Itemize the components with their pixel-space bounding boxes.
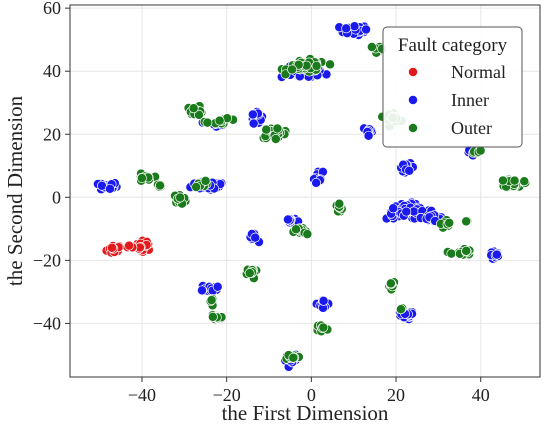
legend-box — [382, 26, 523, 148]
point-inner — [250, 232, 261, 243]
point-inner — [197, 285, 207, 296]
point-inner — [341, 23, 352, 34]
x-axis-label: the First Dimension — [222, 401, 389, 425]
point-inner — [361, 24, 372, 35]
point-inner — [491, 249, 502, 260]
point-inner — [247, 109, 258, 120]
point-outer — [461, 216, 472, 227]
point-outer — [188, 103, 199, 114]
point-outer — [270, 134, 281, 144]
y-tick-label: 40 — [43, 61, 61, 81]
point-inner — [248, 118, 259, 129]
point-inner — [349, 21, 360, 32]
point-normal — [124, 240, 135, 251]
point-outer — [325, 59, 336, 70]
x-axis-ticks: −40 −20 0 20 40 — [128, 377, 490, 405]
point-outer — [385, 278, 396, 289]
x-tick-label: −20 — [213, 385, 241, 405]
point-outer — [334, 198, 345, 209]
x-tick-label: −40 — [128, 385, 156, 405]
y-tick-label: 60 — [43, 0, 61, 18]
y-tick-label: −20 — [33, 250, 61, 270]
y-tick-label: 0 — [52, 187, 61, 207]
point-outer — [519, 176, 530, 187]
plot-area-frame — [69, 4, 541, 378]
point-outer — [202, 117, 213, 128]
point-outer — [200, 175, 211, 186]
legend-entries: Normal Inner Outer — [408, 62, 506, 138]
point-outer — [155, 180, 166, 191]
point-outer — [291, 224, 301, 235]
y-tick-label: −40 — [33, 313, 61, 333]
y-axis-ticks: 60 40 20 0 −20 −40 — [33, 0, 70, 333]
point-inner — [311, 177, 322, 188]
legend-title: Fault category — [398, 35, 508, 56]
point-outer — [194, 109, 204, 120]
point-inner — [363, 130, 374, 141]
point-outer — [244, 268, 255, 279]
point-inner — [105, 183, 115, 194]
point-outer — [444, 217, 455, 228]
point-inner — [401, 206, 412, 217]
point-inner — [318, 295, 329, 306]
point-outer — [214, 115, 225, 126]
point-outer — [318, 322, 329, 333]
point-outer — [395, 304, 406, 315]
point-inner — [212, 281, 223, 292]
legend-label-normal: Normal — [451, 62, 506, 82]
legend-marker-inner — [408, 95, 418, 105]
point-outer — [288, 352, 299, 363]
point-outer — [509, 175, 520, 186]
legend-marker-normal — [408, 67, 418, 77]
point-outer — [311, 60, 322, 71]
y-axis-label: the Second Dimension — [3, 95, 27, 286]
point-inner — [404, 165, 415, 176]
x-tick-label: 40 — [472, 385, 490, 405]
point-inner — [388, 203, 399, 214]
point-outer — [272, 123, 283, 134]
legend: Fault category Normal Inner Outer — [382, 26, 523, 148]
legend-marker-outer — [408, 123, 418, 133]
point-outer — [206, 295, 217, 306]
point-outer — [498, 175, 508, 186]
point-outer — [446, 248, 457, 259]
point-outer — [175, 192, 186, 203]
point-outer — [261, 124, 272, 135]
point-outer — [366, 42, 377, 52]
point-outer — [136, 173, 147, 184]
x-tick-label: 20 — [387, 385, 405, 405]
point-outer — [461, 245, 472, 256]
point-inner — [283, 214, 293, 225]
series-normal — [101, 235, 154, 258]
legend-label-inner: Inner — [451, 90, 489, 110]
point-outer — [191, 181, 202, 192]
point-outer — [207, 311, 218, 322]
legend-label-outer: Outer — [451, 118, 492, 138]
point-outer — [302, 229, 313, 240]
data-points — [92, 21, 531, 372]
point-outer — [287, 64, 298, 75]
x-tick-label: 0 — [307, 385, 316, 405]
point-normal — [107, 242, 117, 253]
series-outer — [135, 41, 531, 364]
y-tick-label: 20 — [43, 124, 61, 144]
